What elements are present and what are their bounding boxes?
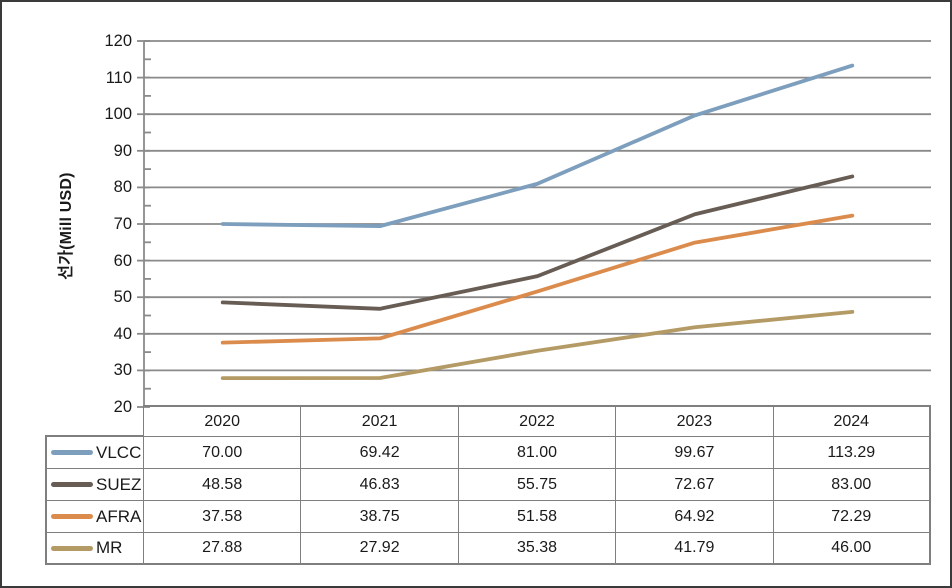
series-line-vlcc	[220, 63, 855, 229]
table-corner-cell	[45, 405, 144, 437]
value-cell-mr-2023: 41.79	[616, 533, 774, 565]
y-tick-label-90: 90	[113, 141, 132, 160]
series-line-afra	[220, 213, 855, 345]
value-cell-mr-2022: 35.38	[458, 533, 617, 565]
y-tick-label-30: 30	[113, 361, 132, 380]
value-cell-suez-2020: 48.58	[144, 469, 302, 501]
legend-cell-afra: AFRA	[45, 501, 144, 533]
value-cell-vlcc-2020: 70.00	[144, 437, 302, 469]
legend-label-afra: AFRA	[96, 506, 142, 526]
value-cell-suez-2022: 55.75	[458, 469, 617, 501]
value-cell-afra-2020: 37.58	[144, 501, 302, 533]
value-cell-mr-2021: 27.92	[301, 533, 459, 565]
legend-cell-mr: MR	[45, 533, 144, 565]
legend-key-afra	[51, 514, 93, 519]
value-cell-vlcc-2024: 113.29	[773, 437, 931, 469]
year-header-2020: 2020	[144, 405, 302, 437]
legend-label-vlcc: VLCC	[96, 442, 142, 462]
value-cell-vlcc-2021: 69.42	[301, 437, 459, 469]
year-header-2022: 2022	[458, 405, 617, 437]
series-line-mr	[220, 309, 855, 381]
value-cell-afra-2024: 72.29	[773, 501, 931, 533]
y-tick-label-120: 120	[104, 32, 132, 50]
y-tick-label-20: 20	[113, 398, 132, 416]
y-tick-label-70: 70	[113, 215, 132, 233]
year-header-2021: 2021	[301, 405, 459, 437]
value-cell-mr-2024: 46.00	[773, 533, 931, 565]
chart-data-table: 2020 2021 2022 2023 2024 VLCC 70.00 69.42 81.00 9…	[45, 405, 931, 565]
year-header-2024: 2024	[773, 405, 931, 437]
legend-label-suez: SUEZ	[96, 474, 142, 494]
legend-cell-vlcc: VLCC	[45, 437, 144, 469]
legend-label-mr: MR	[96, 538, 123, 557]
legend-key-suez	[51, 482, 93, 487]
series-line-suez	[220, 174, 855, 311]
legend-cell-suez: SUEZ	[45, 469, 144, 501]
y-tick-label-60: 60	[113, 251, 132, 270]
value-cell-afra-2022: 51.58	[458, 501, 617, 533]
value-cell-suez-2021: 46.83	[301, 469, 459, 501]
value-cell-vlcc-2022: 81.00	[458, 437, 617, 469]
y-tick-label-40: 40	[113, 324, 132, 343]
legend-key-mr	[51, 545, 93, 551]
value-cell-vlcc-2023: 99.67	[616, 437, 774, 469]
legend-key-vlcc	[51, 450, 93, 455]
value-cell-mr-2020: 27.88	[144, 533, 302, 565]
value-cell-suez-2024: 83.00	[773, 469, 931, 501]
y-tick-label-50: 50	[113, 288, 132, 307]
value-cell-afra-2023: 64.92	[616, 501, 774, 533]
y-tick-label-110: 110	[105, 68, 132, 87]
year-header-2023: 2023	[616, 405, 774, 437]
value-cell-suez-2023: 72.67	[616, 469, 774, 501]
y-tick-label-100: 100	[104, 105, 132, 124]
value-cell-afra-2021: 38.75	[301, 501, 459, 533]
y-tick-label-80: 80	[113, 178, 132, 197]
